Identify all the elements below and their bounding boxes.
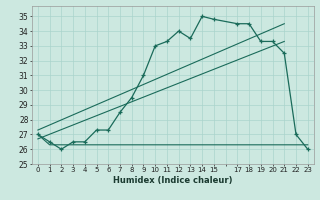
X-axis label: Humidex (Indice chaleur): Humidex (Indice chaleur): [113, 176, 233, 185]
